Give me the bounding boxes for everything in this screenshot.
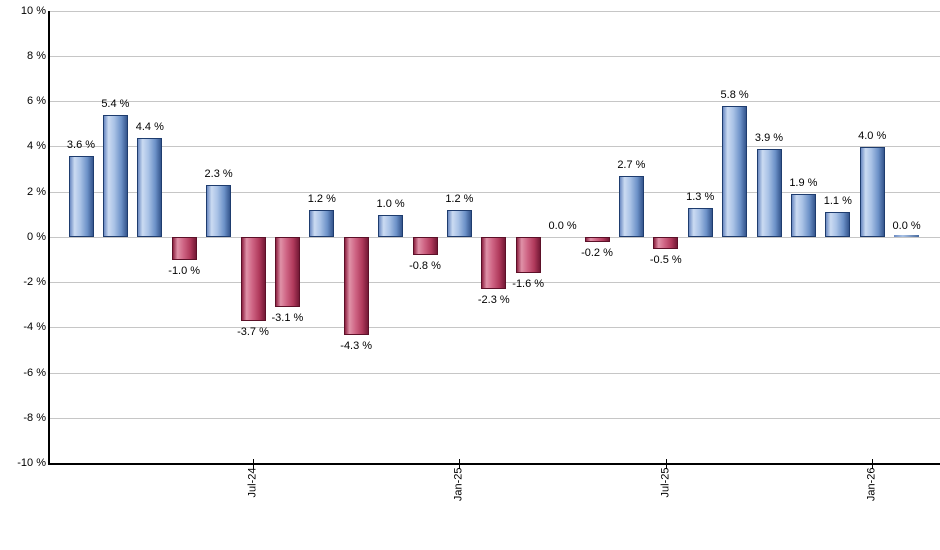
bar-value-label: 1.2 % bbox=[307, 193, 336, 206]
bar bbox=[206, 185, 232, 238]
bar bbox=[171, 237, 197, 260]
bar bbox=[859, 146, 885, 238]
y-axis-tick-label: -8 % bbox=[23, 411, 46, 424]
gridline bbox=[50, 55, 940, 57]
bar bbox=[481, 237, 507, 290]
bar bbox=[653, 237, 679, 249]
bar-value-label: 1.1 % bbox=[823, 195, 852, 208]
x-axis-tick-mark bbox=[253, 458, 254, 469]
bar bbox=[756, 149, 782, 238]
x-axis-tick-label: Jul-24 bbox=[246, 467, 259, 498]
bar bbox=[722, 106, 748, 238]
bar-value-label: 1.3 % bbox=[686, 190, 715, 203]
bar-value-label: -3.7 % bbox=[237, 325, 269, 338]
bar bbox=[309, 210, 335, 238]
bar-value-label: 5.8 % bbox=[720, 89, 749, 102]
bar bbox=[412, 237, 438, 256]
bar bbox=[825, 212, 851, 238]
bar-value-label: -0.5 % bbox=[649, 253, 682, 266]
bar-value-label: -0.8 % bbox=[409, 260, 441, 273]
y-axis-tick-label: 2 % bbox=[27, 185, 46, 198]
bar bbox=[274, 237, 300, 308]
gridline bbox=[50, 10, 940, 12]
bar bbox=[137, 137, 163, 238]
bar-value-label: -1.6 % bbox=[512, 278, 545, 291]
y-axis-tick-label: 8 % bbox=[27, 49, 46, 62]
bar-value-label: 1.0 % bbox=[376, 197, 405, 210]
bar-value-label: -3.1 % bbox=[271, 312, 304, 325]
bar-value-label: 4.4 % bbox=[135, 120, 164, 133]
y-axis-tick-label: 4 % bbox=[27, 140, 46, 153]
bar-value-label: 3.6 % bbox=[66, 138, 96, 151]
gridline bbox=[50, 146, 940, 148]
bar-value-label: -2.3 % bbox=[477, 294, 510, 307]
bar-value-label: 2.7 % bbox=[617, 159, 646, 172]
x-axis-tick-label: Jan-25 bbox=[452, 467, 465, 502]
gridline bbox=[50, 191, 940, 193]
y-axis-tick-label: -4 % bbox=[23, 321, 46, 334]
x-axis-tick-label: Jul-25 bbox=[659, 467, 672, 498]
bar-value-label: 0.0 % bbox=[892, 220, 921, 233]
bar-value-label: 1.9 % bbox=[789, 177, 818, 190]
x-axis-tick-mark bbox=[459, 458, 461, 469]
bar bbox=[240, 237, 266, 321]
gridline bbox=[50, 327, 940, 329]
bar-value-label: 2.3 % bbox=[204, 168, 233, 181]
gridline bbox=[50, 101, 940, 103]
x-axis-tick-mark bbox=[872, 458, 874, 469]
bar-value-label: 3.9 % bbox=[754, 132, 784, 145]
bar bbox=[894, 235, 920, 238]
y-axis-tick-label: -6 % bbox=[23, 366, 46, 379]
y-axis-line bbox=[48, 11, 50, 466]
bar bbox=[515, 237, 541, 274]
bar bbox=[102, 115, 128, 238]
bar bbox=[446, 210, 472, 238]
x-axis-line bbox=[48, 462, 940, 465]
bar-value-label: 4.0 % bbox=[858, 129, 887, 142]
bar bbox=[687, 207, 713, 238]
bar-value-label: 5.4 % bbox=[101, 98, 130, 111]
y-axis-tick-label: 6 % bbox=[27, 95, 46, 108]
y-axis-tick-label: -10 % bbox=[17, 457, 46, 469]
bar bbox=[618, 176, 644, 238]
bar bbox=[790, 194, 816, 238]
x-axis-tick-mark bbox=[665, 458, 667, 469]
bar bbox=[584, 237, 610, 242]
bar bbox=[343, 237, 369, 335]
gridline bbox=[50, 372, 940, 374]
x-axis-tick-label: Jan-26 bbox=[865, 467, 878, 502]
bar bbox=[378, 214, 404, 238]
y-axis-tick-label: 0 % bbox=[27, 230, 46, 243]
y-axis-tick-label: -2 % bbox=[23, 276, 46, 289]
bar-value-label: -0.2 % bbox=[581, 246, 613, 259]
bar-value-label: 0.0 % bbox=[548, 220, 577, 233]
bar bbox=[68, 155, 94, 238]
bar-value-label: 1.2 % bbox=[445, 193, 474, 206]
bar-value-label: -4.3 % bbox=[340, 339, 373, 352]
gridline bbox=[50, 417, 940, 419]
bar-value-label: -1.0 % bbox=[168, 264, 201, 277]
y-axis-tick-label: 10 % bbox=[20, 4, 46, 17]
